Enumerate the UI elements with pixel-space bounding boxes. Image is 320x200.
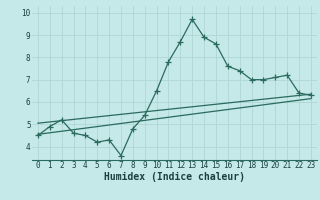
- X-axis label: Humidex (Indice chaleur): Humidex (Indice chaleur): [104, 172, 245, 182]
